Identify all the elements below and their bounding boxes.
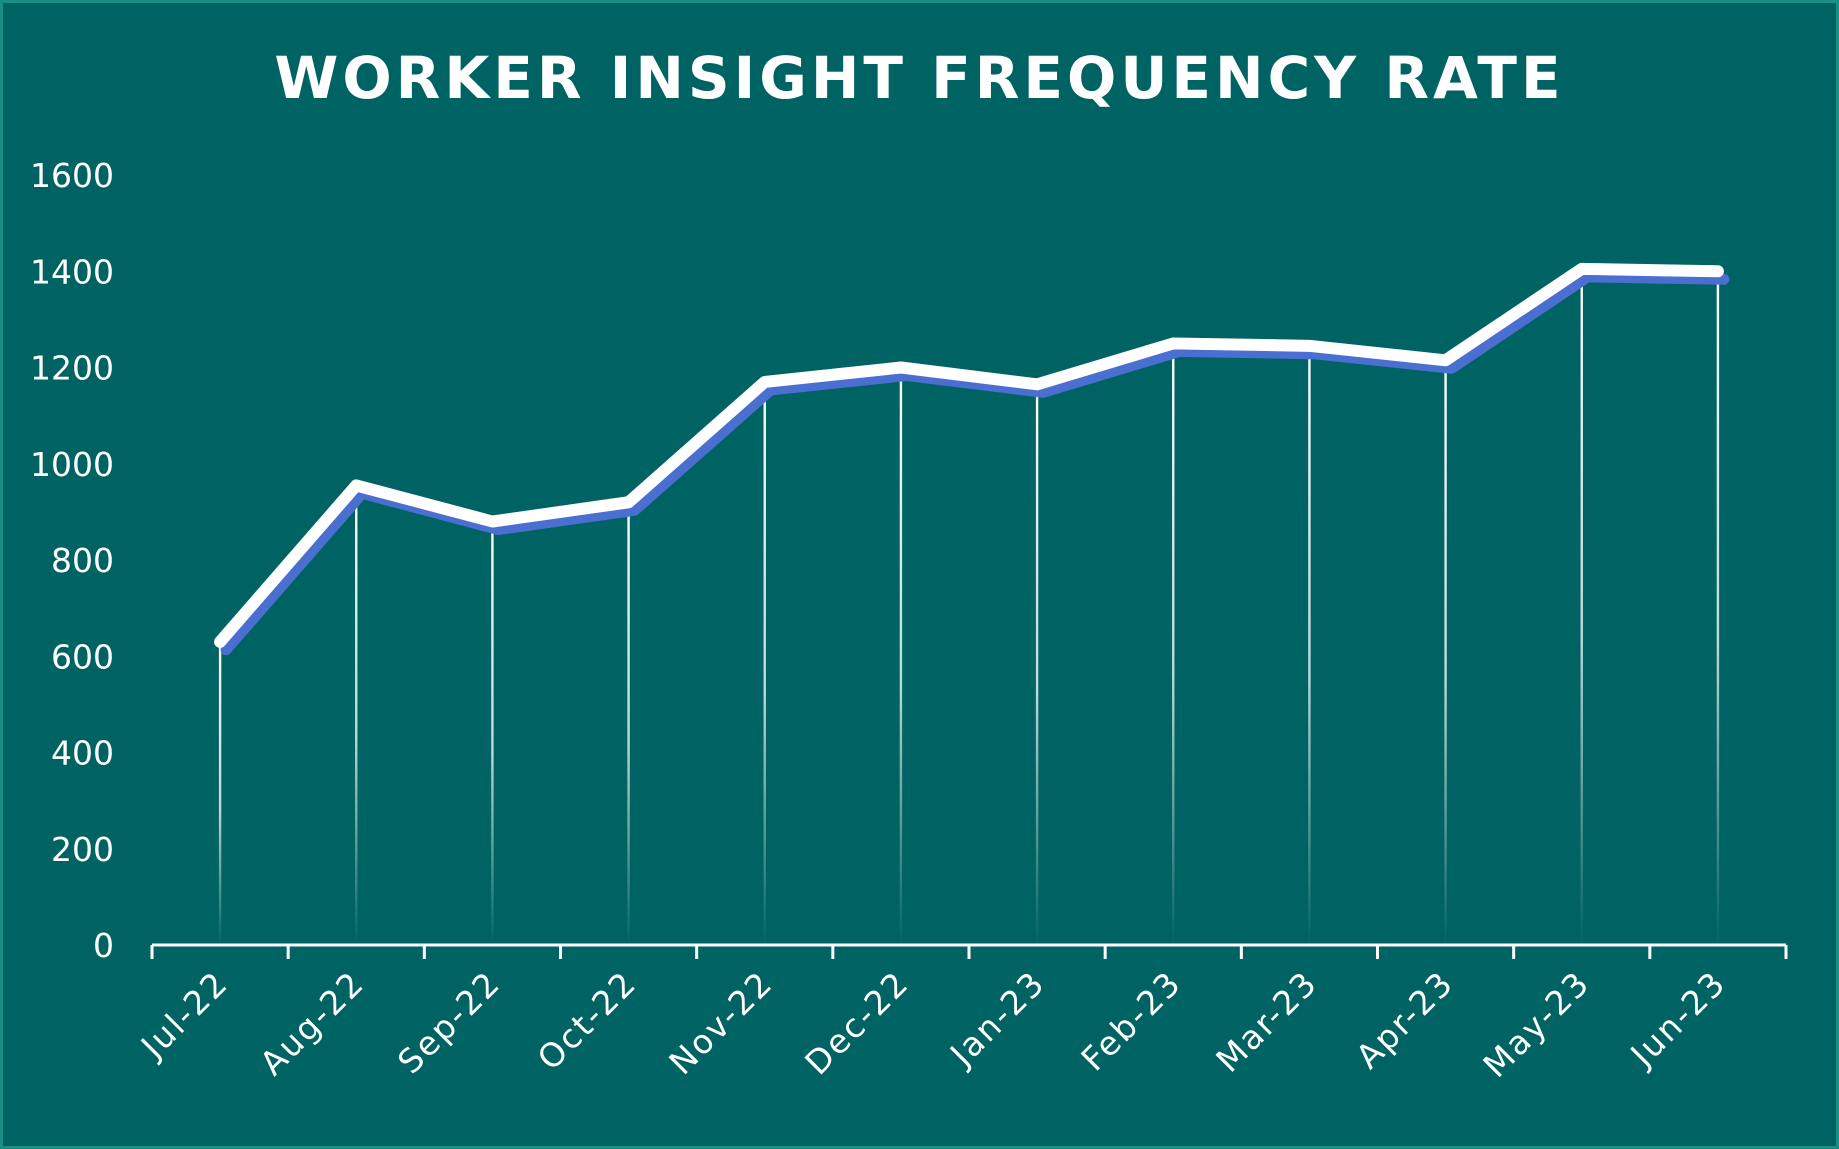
y-tick-label: 600 [51, 637, 114, 676]
x-tick-label: Oct-22 [530, 963, 645, 1078]
series-line [214, 262, 1724, 648]
y-tick-label: 1400 [30, 252, 114, 291]
drop-line [899, 367, 903, 945]
x-tick-label: Mar-23 [1208, 963, 1325, 1080]
x-tick-label: Dec-22 [797, 963, 916, 1082]
x-tick-label: Apr-23 [1348, 963, 1461, 1076]
data-point [355, 484, 358, 487]
drop-line [491, 521, 494, 945]
data-point [1716, 270, 1719, 273]
series-line-shadow [220, 271, 1730, 656]
drop-line [763, 381, 766, 945]
drop-line [218, 641, 222, 945]
drop-line [627, 502, 630, 945]
drop-line [1308, 345, 1311, 945]
data-point [1308, 344, 1311, 347]
y-tick-label: 0 [93, 926, 114, 965]
data-point [1444, 359, 1447, 362]
y-tick-label: 800 [51, 541, 114, 580]
drop-line [1716, 271, 1720, 945]
x-tick-label: Aug-22 [252, 963, 372, 1083]
data-point [627, 501, 630, 504]
y-tick-label: 1600 [30, 156, 114, 195]
data-point [219, 640, 222, 643]
y-tick-label: 200 [51, 830, 114, 869]
y-tick-label: 1000 [30, 445, 114, 484]
drop-line [1444, 360, 1447, 945]
drop-line [1035, 384, 1039, 945]
drop-lines [218, 268, 1720, 945]
data-point [899, 366, 902, 369]
data-point [1172, 342, 1175, 345]
x-tick-label: Nov-22 [661, 963, 780, 1082]
x-tick-label: Feb-23 [1073, 963, 1188, 1078]
data-point [1036, 383, 1039, 386]
x-tick-labels: Jul-22 Aug-22 Sep-22 Oct-22 Nov-22 Dec-22 Jan-… [132, 963, 1734, 1085]
chart-title: WORKER INSIGHT FREQUENCY RATE [274, 44, 1565, 112]
y-tick-label: 1200 [30, 349, 114, 388]
y-axis: 0 200 400 600 800 1000 1200 1400 1600 [30, 156, 114, 965]
data-point [763, 380, 766, 383]
drop-line [1172, 343, 1175, 945]
drop-line [355, 485, 358, 945]
x-tick-label: Sep-22 [390, 963, 508, 1081]
x-tick-label: Jun-23 [1622, 963, 1734, 1075]
x-tick-label: Jul-22 [132, 963, 236, 1067]
x-tick-label: Jan-23 [941, 963, 1053, 1075]
series-lines [214, 262, 1730, 656]
y-tick-label: 400 [51, 734, 114, 773]
data-point [1580, 267, 1583, 270]
data-point [491, 520, 494, 523]
x-axis [150, 943, 1788, 959]
x-tick-label: May-23 [1475, 963, 1597, 1085]
drop-line [1580, 268, 1583, 945]
